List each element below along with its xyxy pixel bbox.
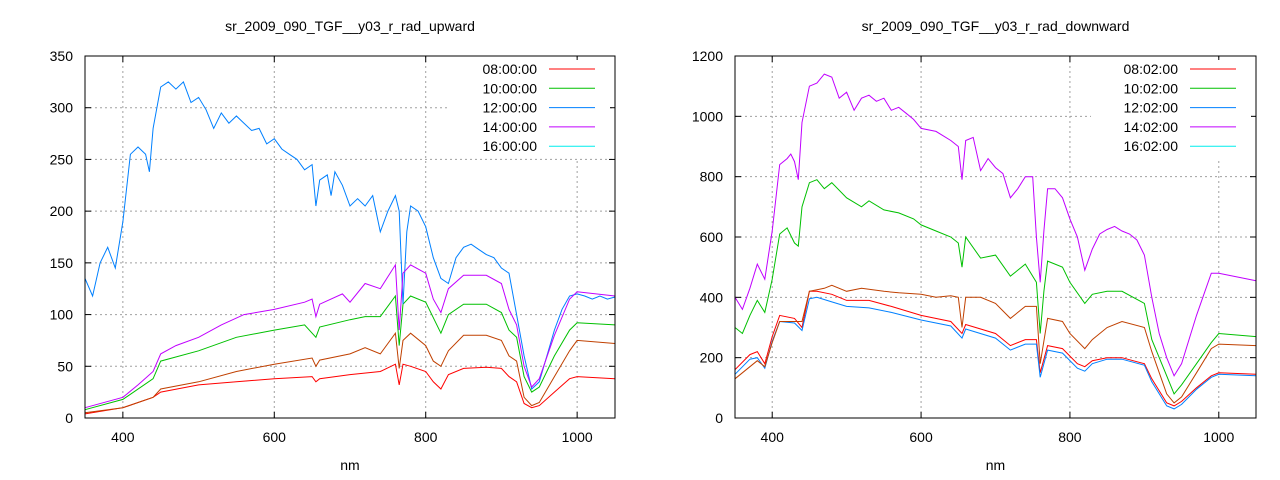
y-tick-label: 800 <box>700 169 724 185</box>
x-tick-label: 800 <box>1058 429 1082 445</box>
legend-label: 08:00:00 <box>483 61 538 77</box>
x-tick-label: 400 <box>111 429 135 445</box>
legend-label: 08:02:00 <box>1124 61 1179 77</box>
y-tick-label: 200 <box>50 203 74 219</box>
legend-background <box>450 60 610 158</box>
series-line-100000 <box>84 294 616 411</box>
x-tick-label: 800 <box>414 429 438 445</box>
legend-label: 16:00:00 <box>483 138 538 154</box>
legend-label: 12:00:00 <box>483 100 538 116</box>
legend-label: 14:02:00 <box>1124 119 1179 135</box>
legend-label: 14:00:00 <box>483 119 538 135</box>
y-tick-label: 1000 <box>692 108 723 124</box>
series-line-160000 <box>84 331 616 414</box>
chart-title: sr_2009_090_TGF__y03_r_rad_downward <box>862 18 1130 34</box>
y-tick-label: 400 <box>700 289 724 305</box>
y-tick-label: 50 <box>57 358 73 374</box>
y-tick-label: 200 <box>700 350 724 366</box>
legend-background <box>1091 60 1251 158</box>
x-tick-label: 600 <box>909 429 933 445</box>
legend-label: 10:02:00 <box>1124 80 1179 96</box>
y-tick-label: 1200 <box>692 48 723 64</box>
series-line-100200 <box>734 179 1257 395</box>
y-tick-label: 150 <box>50 255 74 271</box>
y-tick-label: 600 <box>700 229 724 245</box>
x-tick-label: 1000 <box>562 429 593 445</box>
x-tick-label: 600 <box>263 429 287 445</box>
x-tick-label: 1000 <box>1203 429 1234 445</box>
y-tick-label: 0 <box>715 410 723 426</box>
series-line-120200 <box>734 296 1257 410</box>
series-line-140200 <box>734 73 1257 377</box>
y-tick-label: 0 <box>65 410 73 426</box>
x-tick-label: 400 <box>761 429 785 445</box>
plot-frame <box>734 55 1257 419</box>
y-tick-label: 350 <box>50 48 74 64</box>
legend-label: 16:02:00 <box>1124 138 1179 154</box>
plot-frame <box>84 55 616 419</box>
y-tick-label: 250 <box>50 151 74 167</box>
chart-title: sr_2009_090_TGF__y03_r_rad_upward <box>225 18 475 34</box>
series-line-160200 <box>734 284 1257 404</box>
y-tick-label: 300 <box>50 100 74 116</box>
series-line-080000 <box>84 363 616 415</box>
series-line-140000 <box>84 263 616 409</box>
y-tick-label: 100 <box>50 307 74 323</box>
x-axis-label: nm <box>340 457 359 473</box>
series-line-120000 <box>84 81 616 390</box>
legend-label: 12:02:00 <box>1124 100 1179 116</box>
x-axis-label: nm <box>986 457 1005 473</box>
legend-label: 10:00:00 <box>483 80 538 96</box>
